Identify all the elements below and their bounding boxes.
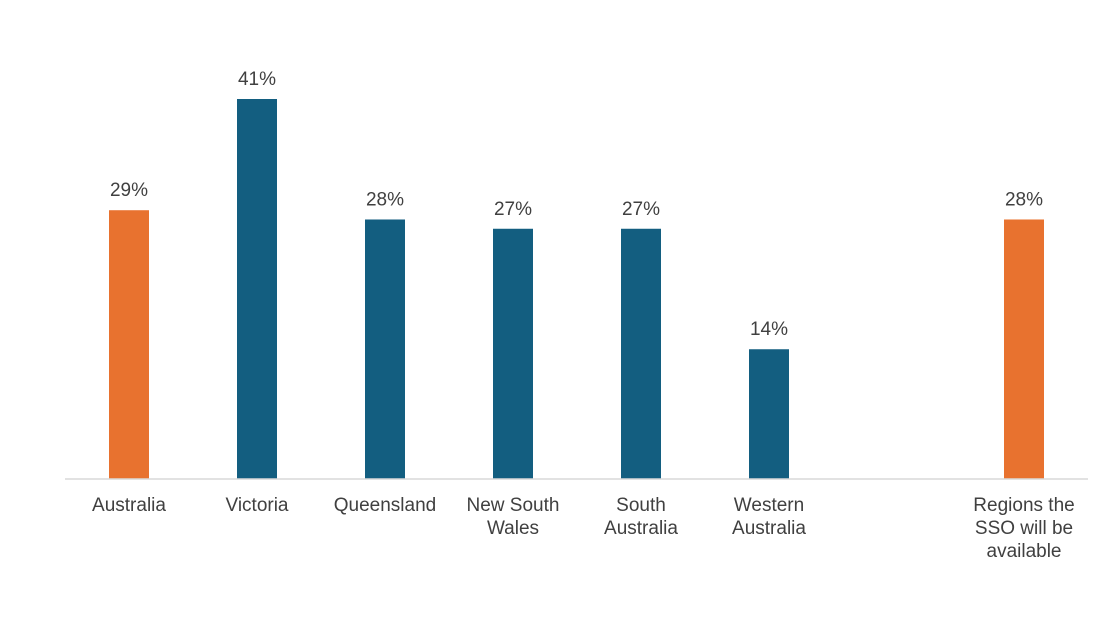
category-label: SSO will be <box>975 518 1073 539</box>
value-label: 29% <box>110 180 148 201</box>
category-label: New South <box>467 495 560 516</box>
category-label: South <box>616 495 666 516</box>
bar <box>749 349 789 479</box>
bar <box>365 219 405 480</box>
bar <box>493 228 533 479</box>
value-label: 41% <box>238 69 276 90</box>
bar <box>237 99 277 479</box>
value-label: 28% <box>366 189 404 210</box>
category-label: Victoria <box>225 495 288 516</box>
category-label: Regions the <box>973 495 1074 516</box>
bar <box>621 228 661 479</box>
value-labels-group: 29% 41% 28% 27% 27% 14% 28% <box>110 69 1043 340</box>
category-label: Queensland <box>334 495 436 516</box>
category-label: Western <box>734 495 804 516</box>
category-label: Australia <box>92 495 166 516</box>
value-label: 27% <box>622 199 660 220</box>
category-labels-group: Australia Victoria Queensland New SouthWale… <box>92 495 1075 562</box>
value-label: 14% <box>750 319 788 340</box>
bars-group <box>109 99 1044 480</box>
category-label: Australia <box>732 518 806 539</box>
bar <box>109 210 149 479</box>
category-label: available <box>987 541 1062 562</box>
bar <box>1004 219 1044 480</box>
value-label: 28% <box>1005 189 1043 210</box>
category-label: Australia <box>604 518 678 539</box>
category-label: Wales <box>487 518 539 539</box>
value-label: 27% <box>494 199 532 220</box>
